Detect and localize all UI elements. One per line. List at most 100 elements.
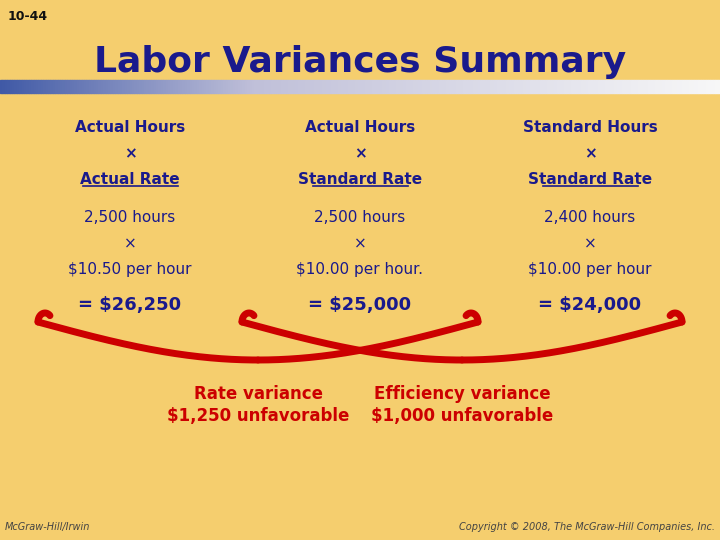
Bar: [238, 80, 240, 93]
Bar: [113, 80, 115, 93]
Bar: [307, 80, 310, 93]
Bar: [137, 80, 139, 93]
Bar: [351, 80, 353, 93]
Bar: [449, 80, 451, 93]
Bar: [24, 80, 27, 93]
Bar: [178, 80, 180, 93]
Bar: [686, 80, 689, 93]
Bar: [670, 80, 672, 93]
Bar: [185, 80, 187, 93]
Bar: [211, 80, 214, 93]
Bar: [636, 80, 639, 93]
Bar: [221, 80, 223, 93]
Bar: [603, 80, 605, 93]
Bar: [477, 80, 480, 93]
Bar: [22, 80, 24, 93]
Bar: [621, 80, 624, 93]
Bar: [197, 80, 199, 93]
Bar: [189, 80, 192, 93]
Bar: [696, 80, 698, 93]
Text: $10.50 per hour: $10.50 per hour: [68, 262, 192, 277]
Bar: [269, 80, 271, 93]
Bar: [542, 80, 545, 93]
Bar: [405, 80, 408, 93]
Bar: [708, 80, 711, 93]
Bar: [144, 80, 146, 93]
Bar: [346, 80, 348, 93]
Bar: [513, 80, 516, 93]
Bar: [698, 80, 701, 93]
Bar: [557, 80, 559, 93]
Bar: [631, 80, 634, 93]
Bar: [715, 80, 718, 93]
Bar: [77, 80, 79, 93]
Bar: [209, 80, 211, 93]
Text: ×: ×: [354, 146, 366, 161]
Bar: [583, 80, 585, 93]
Text: $1,000 unfavorable: $1,000 unfavorable: [371, 407, 553, 425]
Bar: [329, 80, 331, 93]
Bar: [614, 80, 617, 93]
Text: Actual Rate: Actual Rate: [80, 172, 180, 187]
Bar: [81, 80, 84, 93]
Bar: [518, 80, 521, 93]
Bar: [254, 80, 257, 93]
Bar: [233, 80, 235, 93]
Text: Copyright © 2008, The McGraw-Hill Companies, Inc.: Copyright © 2008, The McGraw-Hill Compan…: [459, 522, 715, 532]
Bar: [423, 80, 425, 93]
Bar: [571, 80, 574, 93]
Bar: [324, 80, 326, 93]
Text: $10.00 per hour: $10.00 per hour: [528, 262, 652, 277]
Bar: [149, 80, 151, 93]
Text: Standard Rate: Standard Rate: [298, 172, 422, 187]
Bar: [434, 80, 437, 93]
Bar: [466, 80, 468, 93]
Bar: [79, 80, 81, 93]
Bar: [50, 80, 53, 93]
Bar: [610, 80, 612, 93]
Bar: [252, 80, 254, 93]
Bar: [132, 80, 135, 93]
Bar: [94, 80, 96, 93]
Text: Standard Hours: Standard Hours: [523, 120, 657, 135]
Bar: [634, 80, 636, 93]
Bar: [243, 80, 245, 93]
Bar: [574, 80, 576, 93]
Bar: [106, 80, 108, 93]
Bar: [43, 80, 45, 93]
Text: 2,400 hours: 2,400 hours: [544, 210, 636, 225]
Bar: [454, 80, 456, 93]
Bar: [19, 80, 22, 93]
Bar: [110, 80, 113, 93]
Bar: [360, 80, 362, 93]
Bar: [175, 80, 178, 93]
Bar: [607, 80, 610, 93]
Bar: [617, 80, 619, 93]
Bar: [27, 80, 29, 93]
Bar: [401, 80, 403, 93]
Bar: [576, 80, 578, 93]
Bar: [389, 80, 391, 93]
Bar: [456, 80, 459, 93]
Bar: [58, 80, 60, 93]
Bar: [259, 80, 261, 93]
Bar: [600, 80, 603, 93]
Bar: [283, 80, 286, 93]
Bar: [315, 80, 317, 93]
Bar: [156, 80, 158, 93]
Bar: [461, 80, 463, 93]
Bar: [0, 80, 2, 93]
Bar: [17, 80, 19, 93]
Bar: [526, 80, 528, 93]
Bar: [463, 80, 466, 93]
Text: Standard Rate: Standard Rate: [528, 172, 652, 187]
Bar: [605, 80, 607, 93]
Bar: [300, 80, 302, 93]
Bar: [473, 80, 475, 93]
Bar: [427, 80, 430, 93]
Bar: [225, 80, 228, 93]
Bar: [245, 80, 247, 93]
Bar: [67, 80, 70, 93]
Bar: [223, 80, 225, 93]
Bar: [271, 80, 274, 93]
